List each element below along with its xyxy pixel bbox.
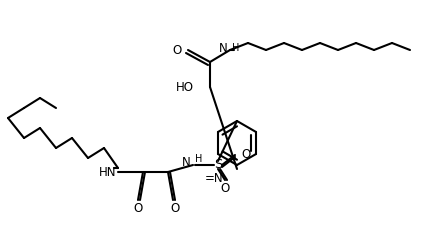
Text: HO: HO bbox=[176, 81, 194, 94]
Text: H: H bbox=[232, 43, 239, 53]
Text: N: N bbox=[219, 41, 228, 55]
Text: N: N bbox=[182, 156, 191, 169]
Text: O: O bbox=[241, 149, 250, 161]
Text: =N: =N bbox=[204, 173, 223, 186]
Text: O: O bbox=[220, 182, 230, 195]
Text: O: O bbox=[173, 44, 182, 56]
Text: S: S bbox=[214, 159, 222, 172]
Text: O: O bbox=[134, 201, 142, 214]
Text: H: H bbox=[195, 154, 202, 164]
Text: O: O bbox=[170, 201, 180, 214]
Text: HN: HN bbox=[99, 165, 116, 178]
